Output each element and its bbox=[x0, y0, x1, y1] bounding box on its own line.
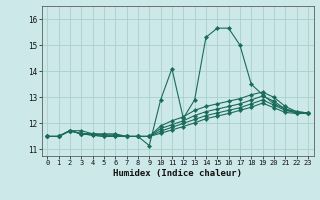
X-axis label: Humidex (Indice chaleur): Humidex (Indice chaleur) bbox=[113, 169, 242, 178]
